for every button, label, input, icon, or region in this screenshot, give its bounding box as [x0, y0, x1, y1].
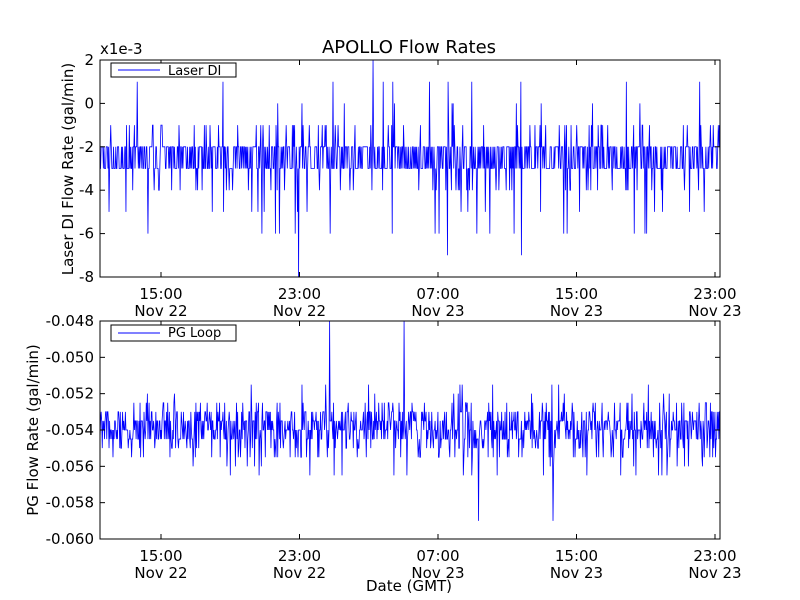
x-tick-date: Nov 23	[688, 302, 741, 320]
x-tick-date: Nov 22	[273, 302, 326, 320]
pg-loop-panel: -0.048 -0.050 -0.052 -0.054 -0.056 -0.058 -0.0…	[24, 312, 742, 582]
y-tick-label: -6	[79, 225, 94, 243]
y-tick-label: 0	[84, 94, 94, 112]
x-tick-date: Nov 23	[550, 302, 603, 320]
pg-loop-y-axis-label: PG Flow Rate (gal/min)	[24, 344, 42, 516]
chart-title: APOLLO Flow Rates	[322, 37, 496, 58]
y-tick-label: -2	[79, 138, 94, 156]
x-axis-label: Date (GMT)	[366, 577, 452, 595]
x-tick-date: Nov 22	[273, 564, 326, 582]
legend-box	[110, 62, 237, 78]
laser-di-y-axis-label: Laser DI Flow Rate (gal/min)	[59, 63, 77, 275]
legend-label-laser-di: Laser DI	[168, 64, 221, 79]
x-tick-time: 23:00	[278, 285, 321, 303]
laser-di-offset-label: x1e-3	[100, 40, 143, 58]
x-tick-time: 23:00	[278, 547, 321, 565]
legend-box	[110, 324, 237, 342]
x-tick-time: 15:00	[555, 547, 598, 565]
x-tick-time: 23:00	[693, 547, 736, 565]
laser-di-plot-frame	[99, 59, 721, 278]
pg-loop-y-ticks: -0.048 -0.050 -0.052 -0.054 -0.056 -0.058 -0.0…	[46, 312, 720, 548]
series-path	[100, 59, 721, 278]
x-tick-date: Nov 22	[134, 564, 187, 582]
x-tick-time: 15:00	[555, 285, 598, 303]
x-tick-time: 07:00	[416, 285, 459, 303]
pg-loop-legend[interactable]: PG Loop	[110, 324, 237, 342]
x-tick-time: 23:00	[693, 285, 736, 303]
legend-label-pg-loop: PG Loop	[168, 326, 221, 341]
x-tick-date: Nov 23	[550, 564, 603, 582]
y-tick-label: -4	[79, 181, 94, 199]
y-tick-label: -0.058	[46, 494, 94, 512]
laser-di-legend[interactable]: Laser DI	[110, 62, 237, 79]
laser-di-y-ticks: 2 0 -2 -4 -6 -8	[79, 51, 720, 286]
y-tick-label: -0.060	[46, 530, 94, 548]
x-tick-time: 15:00	[139, 285, 182, 303]
series-path	[99, 320, 720, 521]
x-tick-time: 15:00	[139, 547, 182, 565]
laser-di-series-line	[100, 59, 721, 278]
x-tick-date: Nov 22	[134, 302, 187, 320]
y-tick-label: -0.048	[46, 312, 94, 330]
y-tick-label: -8	[79, 268, 94, 286]
x-tick-date: Nov 23	[411, 302, 464, 320]
x-tick-time: 07:00	[416, 547, 459, 565]
y-tick-label: -0.056	[46, 457, 94, 475]
pg-loop-series-line	[99, 320, 720, 521]
y-tick-label: -0.052	[46, 385, 94, 403]
x-tick-date: Nov 23	[688, 564, 741, 582]
y-tick-label: -0.054	[46, 421, 94, 439]
y-tick-label: 2	[84, 51, 94, 69]
x-tick-date: Nov 23	[411, 564, 464, 582]
y-tick-label: -0.050	[46, 348, 94, 366]
